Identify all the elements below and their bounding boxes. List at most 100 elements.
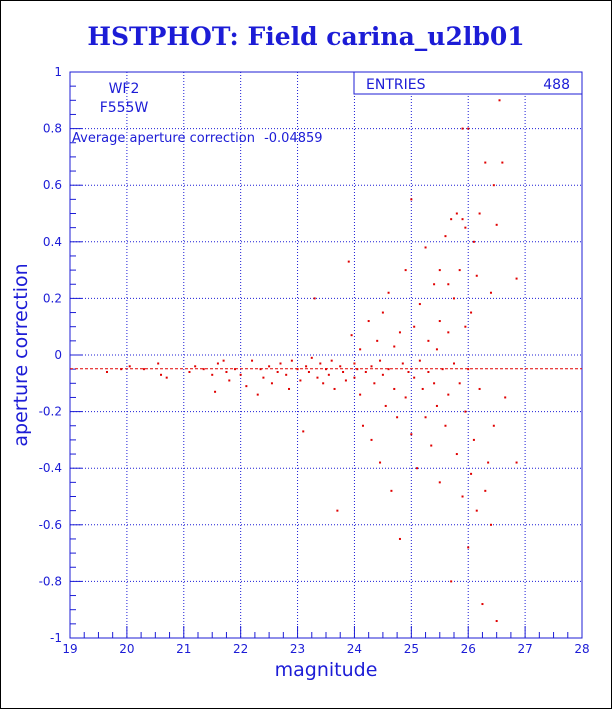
data-point	[390, 489, 393, 492]
data-point	[105, 370, 108, 373]
data-point	[333, 387, 336, 390]
data-point	[288, 387, 291, 390]
stats-value: 488	[543, 77, 570, 93]
data-point	[478, 212, 481, 215]
data-point	[259, 368, 262, 371]
data-point	[299, 379, 302, 382]
x-tick-label: 27	[517, 642, 532, 656]
data-point	[492, 424, 495, 427]
data-point	[475, 509, 478, 512]
page-title: HSTPHOT: Field carina_u2lb01	[87, 22, 525, 51]
data-point	[453, 297, 455, 300]
data-point	[430, 444, 433, 447]
data-point	[302, 430, 305, 433]
data-point	[285, 373, 288, 376]
y-tick-label: -0.2	[39, 405, 62, 419]
y-tick-label: -0.4	[39, 461, 62, 475]
data-point	[435, 348, 438, 351]
data-point	[256, 393, 259, 396]
data-point	[438, 320, 441, 323]
data-point	[427, 370, 430, 373]
data-point	[214, 390, 217, 393]
data-point	[353, 376, 356, 379]
average-annotation: Average aperture correction -0.04859	[72, 131, 323, 146]
data-point	[447, 393, 450, 396]
data-point	[464, 325, 467, 328]
data-point	[484, 161, 487, 164]
x-tick-label: 22	[233, 642, 248, 656]
data-point	[396, 416, 399, 419]
data-point	[492, 184, 495, 187]
data-point	[228, 379, 231, 382]
data-point	[276, 370, 279, 373]
data-point	[410, 198, 413, 201]
data-point	[120, 368, 123, 371]
data-point	[464, 410, 467, 413]
data-point	[310, 356, 313, 359]
data-point	[461, 495, 464, 498]
data-point	[379, 359, 382, 362]
data-point	[165, 376, 168, 379]
data-point	[489, 291, 492, 294]
data-point	[379, 461, 382, 464]
data-point	[296, 368, 299, 371]
data-point	[515, 277, 518, 280]
data-point	[484, 489, 487, 492]
data-point	[487, 461, 490, 464]
data-point	[361, 424, 364, 427]
average-value: -0.04859	[264, 131, 322, 146]
data-point	[216, 362, 219, 365]
data-point	[470, 311, 473, 314]
data-point	[504, 396, 507, 399]
data-point	[225, 370, 228, 373]
data-point	[416, 467, 419, 470]
data-point	[239, 373, 242, 376]
data-point	[393, 345, 396, 348]
data-point	[188, 370, 191, 373]
data-point	[370, 438, 373, 441]
data-point	[455, 453, 458, 456]
data-point	[262, 376, 265, 379]
data-point	[142, 368, 145, 371]
y-tick-label: 0.4	[43, 235, 62, 249]
data-point	[424, 246, 427, 249]
data-point	[418, 303, 421, 306]
x-tick-labels: 19 20 21 22 23 24 25 26 27 28	[62, 642, 589, 656]
data-point	[453, 362, 455, 365]
y-tick-label: 0.2	[43, 291, 62, 305]
data-point	[458, 269, 461, 272]
x-tick-label: 23	[290, 642, 305, 656]
data-point	[438, 269, 441, 272]
data-point	[387, 291, 390, 294]
data-point	[370, 365, 373, 368]
data-point	[325, 368, 327, 371]
data-point	[290, 359, 293, 362]
data-point	[404, 396, 407, 399]
x-tick-label: 26	[461, 642, 476, 656]
data-point	[447, 283, 450, 286]
x-tick-label: 28	[574, 642, 589, 656]
data-point	[393, 387, 396, 390]
data-point	[413, 325, 416, 328]
data-point	[495, 620, 498, 623]
data-point	[418, 359, 421, 362]
data-point	[401, 362, 404, 365]
data-points	[105, 99, 518, 623]
data-point	[464, 226, 467, 229]
x-tick-label: 25	[404, 642, 419, 656]
data-point	[467, 546, 470, 549]
data-point	[381, 373, 384, 376]
data-point	[233, 368, 236, 371]
x-tick-label: 19	[62, 642, 77, 656]
x-tick-label: 20	[119, 642, 134, 656]
camera-label: WF2	[109, 81, 140, 97]
y-axis-label: aperture correction	[10, 263, 32, 446]
data-point	[194, 365, 197, 368]
average-label: Average aperture correction	[72, 131, 255, 146]
data-point	[307, 370, 310, 373]
data-point	[381, 311, 384, 314]
grid-lines	[70, 72, 582, 638]
data-point	[344, 379, 347, 382]
data-point	[433, 382, 436, 385]
